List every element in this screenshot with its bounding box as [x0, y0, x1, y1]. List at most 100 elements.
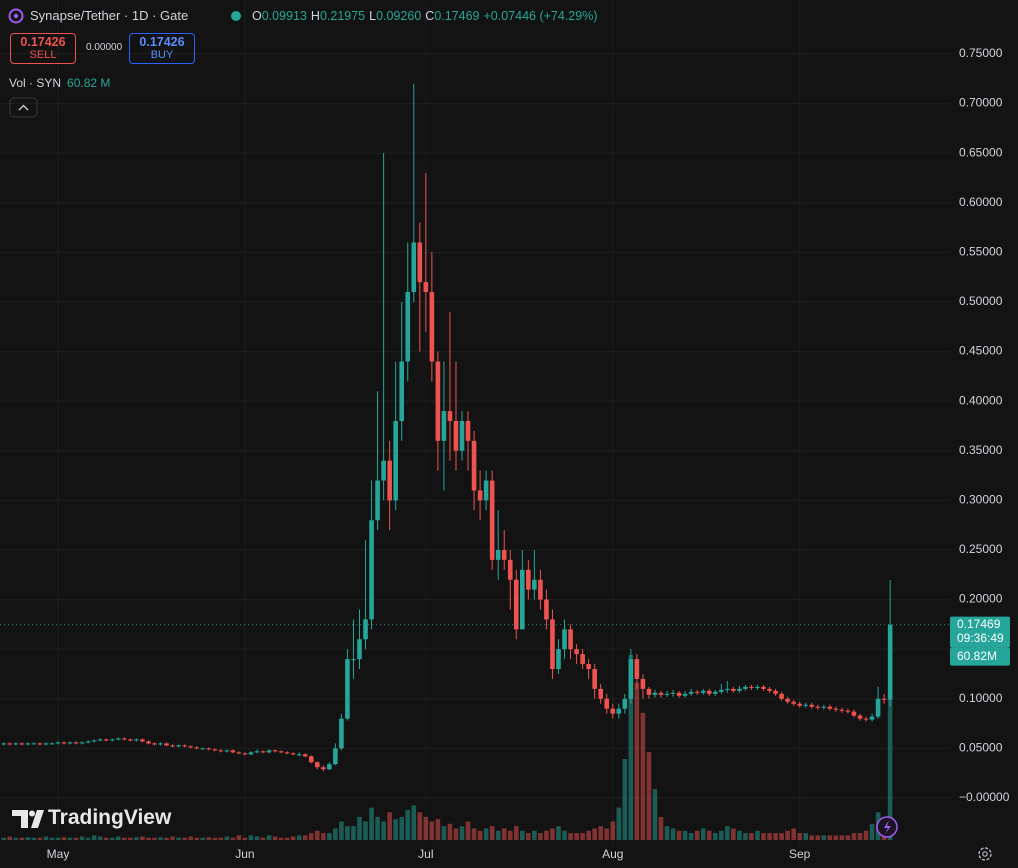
y-tick-label: 0.30000: [959, 493, 1003, 507]
candle-body: [103, 739, 109, 741]
volume-bar: [725, 826, 730, 840]
candle-body: [785, 698, 790, 702]
candle-body: [598, 688, 603, 699]
volume-bar: [363, 821, 368, 840]
candle-body: [242, 753, 248, 755]
volume-bar: [37, 837, 43, 840]
volume-bar: [128, 837, 133, 840]
volume-bar: [622, 759, 628, 840]
volume-bar: [248, 835, 254, 840]
candle-body: [417, 242, 423, 283]
candle-body: [146, 741, 151, 744]
candle-body: [731, 688, 736, 691]
volume-bar: [574, 833, 579, 840]
grid: [0, 0, 950, 845]
volume-bar: [544, 830, 549, 840]
volume-bar: [694, 830, 700, 840]
candle-body: [700, 690, 706, 693]
candle-body: [1, 743, 7, 745]
candle-body: [604, 698, 610, 709]
ohlc-key: L: [369, 9, 377, 23]
candle-body: [411, 242, 417, 293]
y-tick-label: 0.70000: [959, 96, 1003, 110]
volume-bar: [345, 826, 350, 840]
candle-body: [43, 743, 49, 745]
volume-bar: [290, 836, 296, 840]
candle-body: [477, 490, 483, 501]
volume-bar: [429, 821, 435, 840]
volume-bar: [242, 837, 248, 840]
y-tick-label: 0.35000: [959, 443, 1003, 457]
volume-bar: [869, 823, 875, 840]
candle-body: [706, 690, 712, 694]
candle-body: [779, 693, 784, 699]
y-tick-label: 0.60000: [959, 195, 1003, 209]
candle-body: [640, 678, 646, 689]
volume-bar: [381, 821, 386, 840]
volume-bar: [815, 835, 821, 840]
market-status: [231, 11, 241, 21]
sell-button[interactable]: 0.17426 SELL: [10, 33, 76, 64]
settings-icon[interactable]: [978, 847, 992, 861]
sell-price: 0.17426: [20, 35, 66, 49]
y-tick-label: −0.00000: [959, 790, 1010, 804]
candle-body: [212, 749, 218, 751]
candle-body: [622, 698, 628, 709]
candle-body: [574, 649, 579, 655]
countdown-tag: 09:36:49: [957, 631, 1004, 645]
ohlc-value: 0.09913: [261, 9, 307, 23]
volume-bar: [664, 826, 670, 840]
candle-body: [429, 292, 435, 362]
candle-body: [363, 619, 368, 640]
candle-body: [441, 411, 447, 441]
volume-bar: [260, 837, 266, 840]
candle-body: [248, 752, 254, 755]
x-tick-label: Jun: [235, 847, 254, 861]
candle-body: [827, 706, 833, 709]
volume-bar: [851, 833, 857, 840]
candle-body: [254, 751, 260, 753]
volume-bar: [333, 828, 338, 840]
candle-body: [158, 743, 163, 745]
candle-body: [140, 739, 145, 742]
volume-legend: Vol · SYN 60.82 M: [9, 76, 110, 90]
volume-bar: [146, 837, 151, 840]
price-axis-bg: [950, 0, 1018, 845]
candle-body: [266, 750, 272, 753]
volume-bar: [640, 712, 646, 840]
volume-bar: [737, 830, 742, 840]
candle-body: [7, 743, 13, 745]
collapse-button[interactable]: [9, 97, 38, 118]
alert-icon[interactable]: [876, 816, 898, 838]
candle-body: [507, 559, 513, 580]
volume-bar: [616, 807, 622, 840]
candle-body: [737, 688, 742, 691]
candle-body: [260, 751, 266, 753]
volume-bar: [833, 835, 839, 840]
symbol-title: Synapse/Tether · 1D · Gate: [30, 8, 189, 23]
y-tick-label: 0.65000: [959, 145, 1003, 159]
candle-body: [122, 738, 127, 740]
buy-button[interactable]: 0.17426 BUY: [129, 33, 195, 64]
volume-bar: [13, 837, 19, 840]
volume-bar: [43, 836, 49, 840]
candle-body: [296, 754, 302, 756]
candle-body: [513, 579, 519, 630]
candle-body: [399, 361, 405, 422]
candle-body: [284, 752, 290, 754]
y-tick-label: 0.05000: [959, 741, 1003, 755]
candle-body: [815, 706, 821, 708]
volume-bar: [351, 826, 356, 840]
candle-body: [839, 709, 845, 711]
candle-body: [37, 743, 43, 745]
volume-bar: [652, 789, 658, 840]
candle-body: [13, 743, 19, 745]
candle-body: [501, 549, 507, 560]
candle-body: [562, 629, 567, 650]
volume-bar: [103, 837, 109, 840]
volume-bar: [767, 833, 772, 840]
candle-body: [767, 688, 772, 691]
volume-bar: [538, 833, 543, 840]
candle-body: [743, 686, 748, 689]
